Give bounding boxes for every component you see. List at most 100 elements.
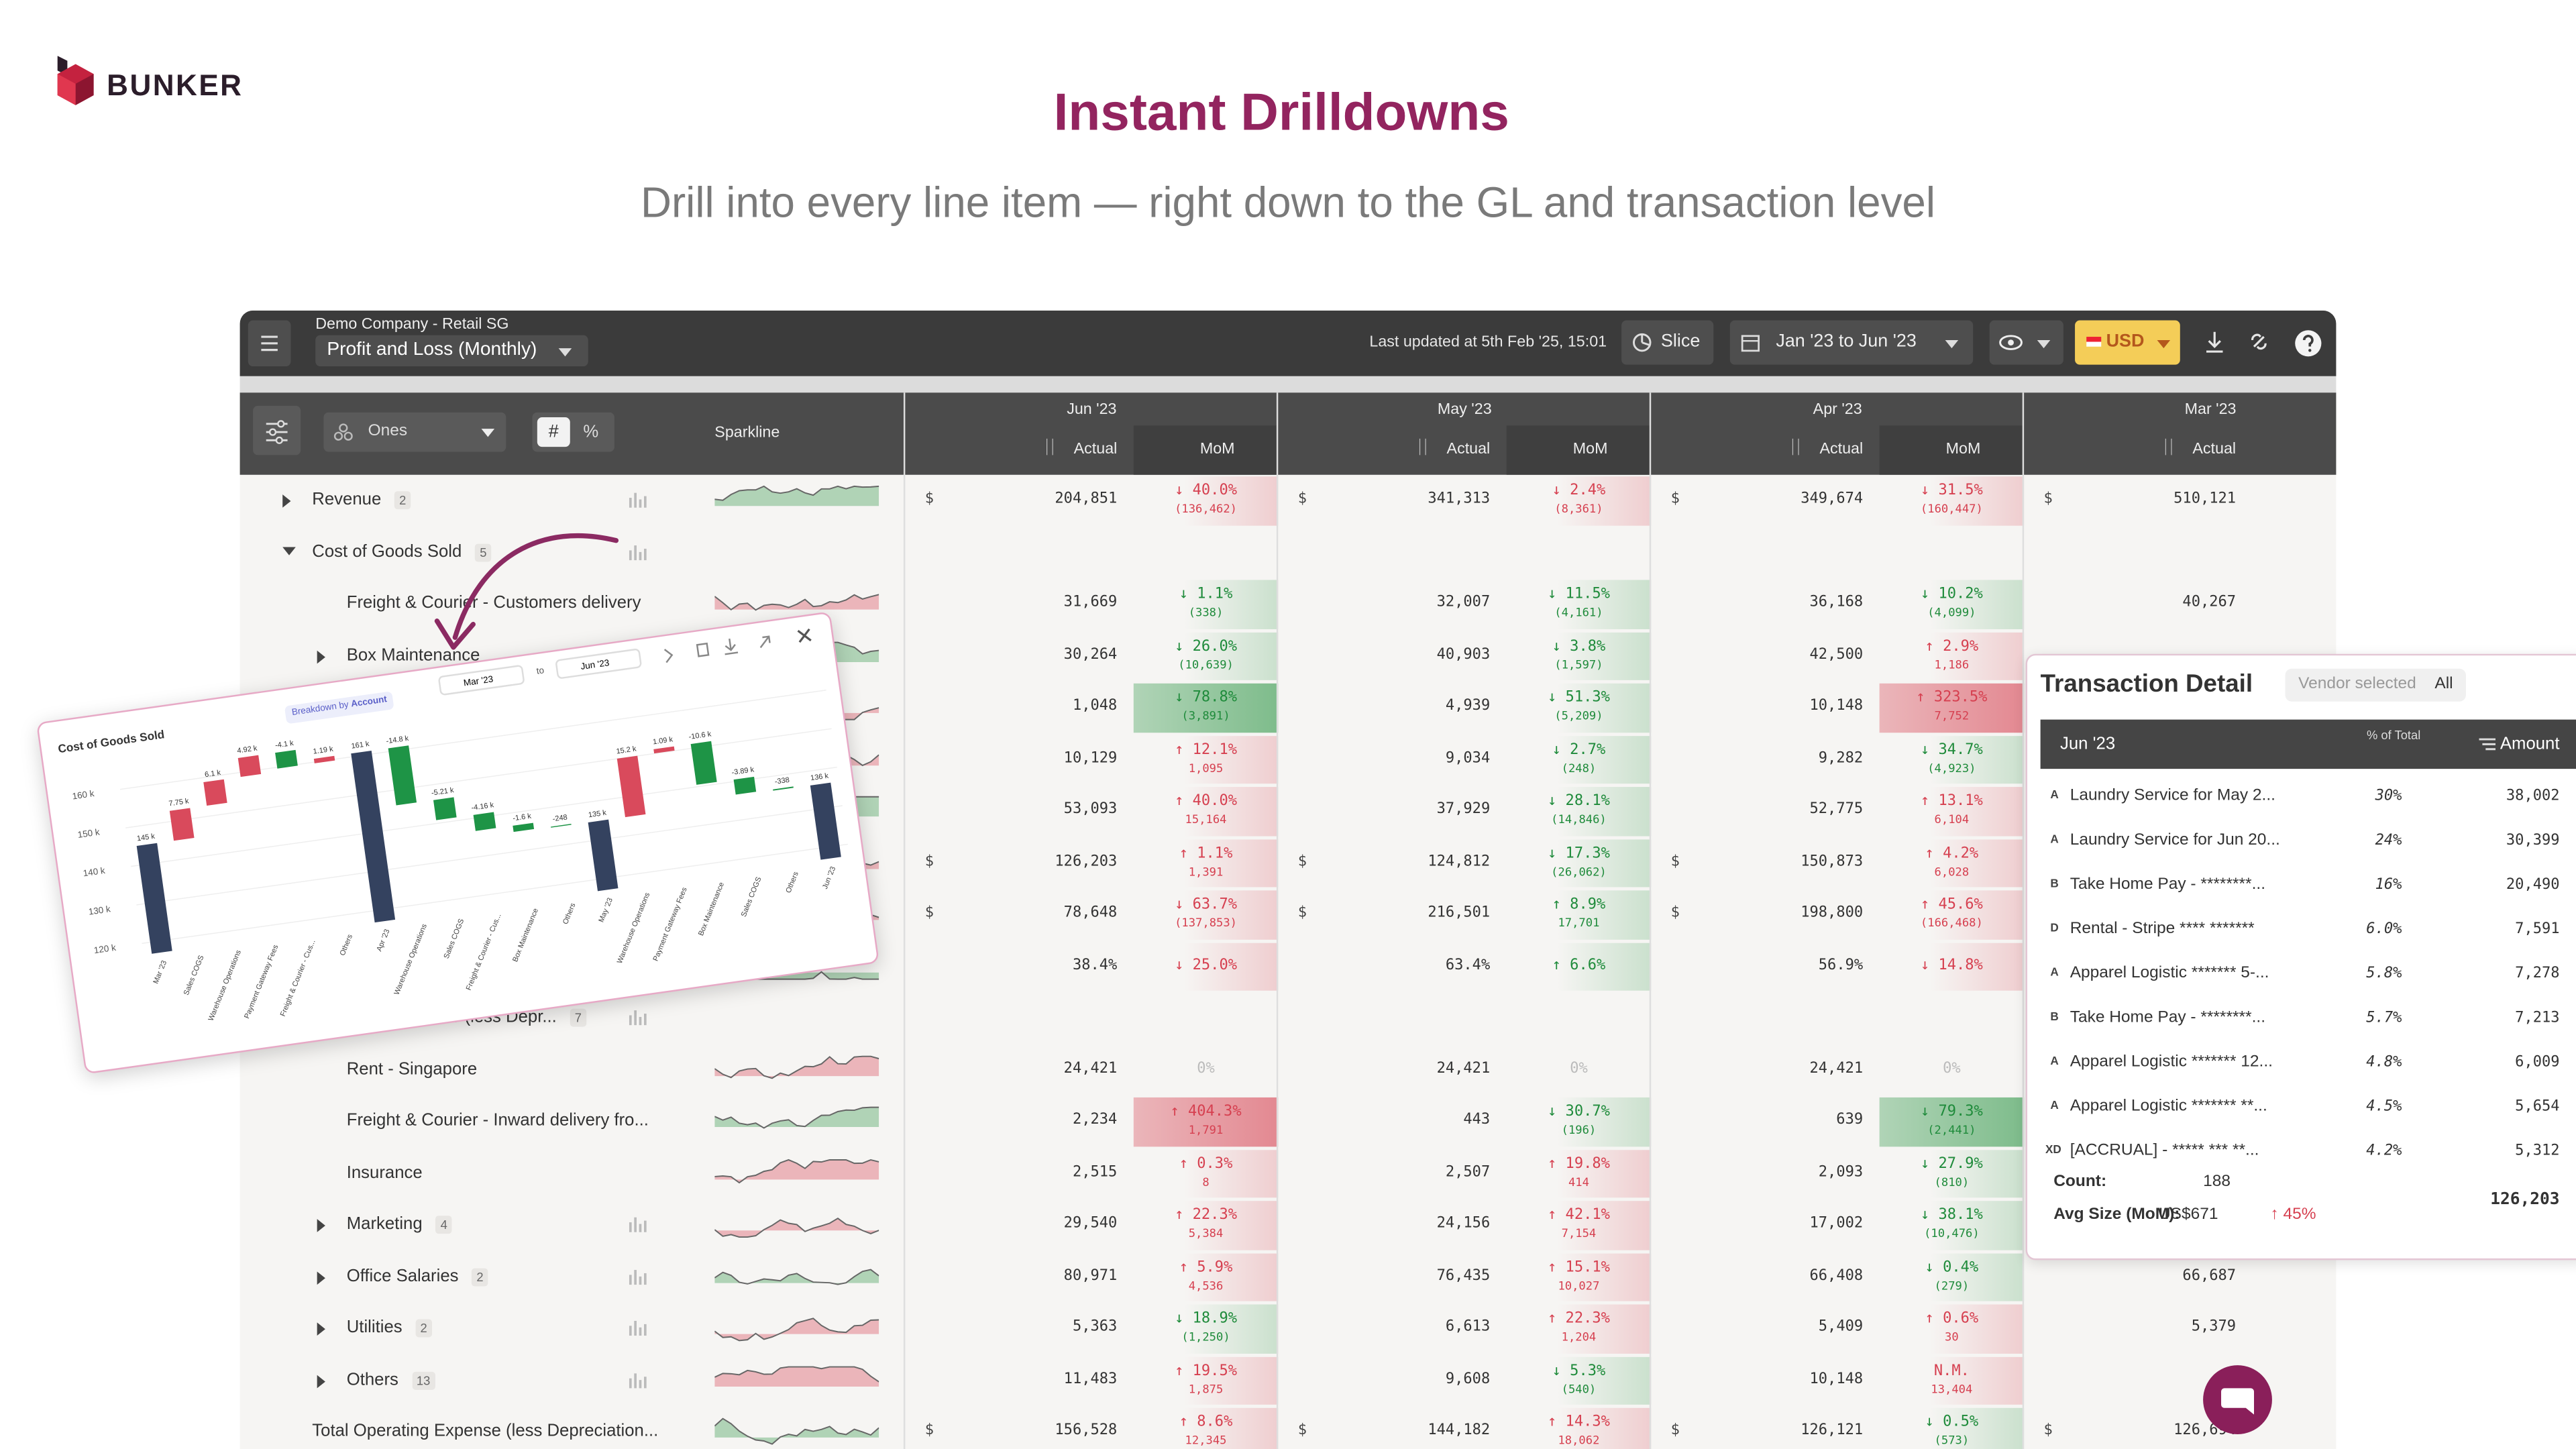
row-label[interactable]: Total Operating Expense (less Depreciati…: [312, 1421, 658, 1440]
transaction-row[interactable]: B Take Home Pay - ********... 16% 20,490: [2041, 864, 2576, 908]
row-label[interactable]: Freight & Courier - Inward delivery fro.…: [347, 1111, 649, 1130]
row-label[interactable]: Revenue 2: [312, 490, 411, 510]
actual-value: 2,515: [1072, 1164, 1118, 1181]
vendor-filter[interactable]: Vendor selected All: [2285, 668, 2466, 702]
mom-delta: (160,447): [1920, 502, 1983, 516]
row-label[interactable]: Utilities 2: [346, 1318, 433, 1338]
transaction-name: Apparel Logistic ******* 5-...: [2070, 964, 2269, 983]
mom-header[interactable]: MoM: [1945, 440, 1981, 459]
mom-cell: ↓ 10.2% (4,099): [1879, 580, 2025, 629]
report-selector[interactable]: Profit and Loss (Monthly): [315, 335, 588, 367]
sparkline: [714, 1217, 879, 1238]
mom-cell: ↑ 19.5% 1,875: [1133, 1356, 1279, 1405]
actual-header[interactable]: Actual: [1819, 440, 1864, 459]
chart-icon[interactable]: [628, 1369, 649, 1389]
mom-delta: 1,095: [1188, 761, 1224, 775]
mom-delta: 15,164: [1185, 813, 1227, 826]
dropdown-caret: [481, 429, 495, 437]
caret[interactable]: [317, 1271, 325, 1284]
units-selector[interactable]: Ones: [323, 412, 506, 452]
row-label[interactable]: Cost of Goods Sold 5: [312, 541, 492, 561]
transaction-row[interactable]: D Rental - Stripe **** ******* 6.0% 7,591: [2041, 908, 2576, 953]
chart-icon[interactable]: [628, 490, 649, 509]
mom-delta: (10,639): [1178, 657, 1234, 672]
sort-icon[interactable]: [2477, 736, 2497, 752]
mom-cell: ↑ 323.5% 7,752: [1879, 683, 2025, 733]
transaction-row[interactable]: XD [ACCRUAL] - ***** *** **... 4.2% 5,312: [2041, 1130, 2576, 1175]
x-tick-label: Jun '23: [821, 865, 837, 890]
row-name: Utilities: [346, 1318, 402, 1338]
caret[interactable]: [282, 494, 291, 508]
number-toggle[interactable]: #: [537, 417, 570, 447]
transaction-row[interactable]: A Apparel Logistic ******* **... 4.5% 5,654: [2041, 1086, 2576, 1130]
menu-button[interactable]: [248, 320, 291, 367]
chart-icon[interactable]: [628, 1266, 649, 1285]
transaction-row[interactable]: A Laundry Service for May 2... 30% 38,002: [2041, 775, 2576, 820]
value-label: 136 k: [810, 772, 829, 783]
mom-value: ↑ 8.6%: [1179, 1414, 1233, 1432]
row-label[interactable]: Freight & Courier - Customers delivery: [347, 593, 641, 612]
value-label: -338: [774, 776, 790, 786]
report-name: Profit and Loss (Monthly): [327, 339, 537, 360]
row-label[interactable]: Box Maintenance: [347, 645, 480, 664]
actual-value: 29,540: [1063, 1216, 1118, 1232]
mom-delta: 18,062: [1558, 1434, 1600, 1448]
row-label[interactable]: Rent - Singapore: [347, 1059, 477, 1078]
transaction-row[interactable]: A Laundry Service for Jun 20... 24% 30,399: [2041, 820, 2576, 864]
transaction-row[interactable]: A Apparel Logistic ******* 5-... 5.8% 7,278: [2041, 953, 2576, 997]
mom-value: ↑ 0.3%: [1179, 1155, 1233, 1173]
chat-button[interactable]: [2202, 1364, 2274, 1436]
popup-controls[interactable]: [657, 621, 824, 670]
sort-icon[interactable]: [1419, 438, 1426, 455]
dropdown-caret: [2157, 339, 2171, 349]
sort-icon[interactable]: [1792, 438, 1799, 455]
amount-header[interactable]: Amount: [2500, 734, 2560, 755]
format-toggle[interactable]: # %: [532, 412, 614, 452]
mom-value: 0%: [1197, 1060, 1215, 1077]
pct-header[interactable]: % of Total: [2366, 727, 2421, 743]
sparkline-area: [714, 1418, 879, 1444]
caret[interactable]: [282, 546, 296, 555]
percent-toggle[interactable]: %: [583, 422, 599, 442]
value-label: 135 k: [588, 809, 607, 820]
sort-icon[interactable]: [1046, 438, 1053, 455]
chart-icon[interactable]: [628, 1214, 649, 1234]
mom-value: ↓ 2.7%: [1552, 741, 1606, 759]
caret[interactable]: [317, 1374, 325, 1388]
caret[interactable]: [317, 649, 325, 663]
grid-line: [142, 843, 848, 945]
icon-bar: [634, 544, 637, 559]
slice-button[interactable]: Slice: [1621, 320, 1714, 365]
currency: $: [1297, 853, 1307, 870]
date-range: Jan '23 to Jun '23: [1776, 331, 1917, 352]
actual-header[interactable]: Actual: [1073, 440, 1118, 459]
currency-button[interactable]: USD: [2075, 320, 2180, 365]
mom-delta: (5,209): [1554, 709, 1603, 723]
settings-button[interactable]: [253, 405, 301, 455]
toolbar-icons[interactable]: [2203, 329, 2334, 358]
chart-icon[interactable]: [628, 1318, 649, 1337]
row-name: Insurance: [346, 1162, 423, 1183]
y-tick-label: 140 k: [83, 865, 106, 878]
row-label[interactable]: Marketing 4: [347, 1214, 453, 1234]
transaction-pct: 16%: [2375, 877, 2402, 894]
view-button[interactable]: [1989, 320, 2063, 365]
chart-icon[interactable]: [628, 541, 649, 561]
date-range-button[interactable]: Jan '23 to Jun '23: [1729, 320, 1974, 365]
transaction-row[interactable]: B Take Home Pay - ********... 5.7% 7,213: [2041, 998, 2576, 1042]
transaction-row[interactable]: A Apparel Logistic ******* 12... 4.8% 6,009: [2041, 1042, 2576, 1086]
sort-icon[interactable]: [2165, 438, 2172, 455]
actual-header[interactable]: Actual: [1446, 440, 1491, 459]
row-label[interactable]: Insurance: [347, 1163, 423, 1182]
sparkline: [714, 1055, 879, 1079]
mom-header[interactable]: MoM: [1199, 440, 1235, 459]
chart-icon[interactable]: [628, 1007, 649, 1026]
row-label[interactable]: Office Salaries 2: [347, 1266, 488, 1286]
mom-header[interactable]: MoM: [1572, 440, 1608, 459]
actual-header[interactable]: Actual: [2192, 440, 2237, 459]
caret[interactable]: [317, 1322, 325, 1336]
row-label[interactable]: Others 13: [347, 1369, 435, 1389]
header-divider: [903, 392, 906, 1449]
caret[interactable]: [317, 1219, 325, 1232]
value-label: -4.1 k: [274, 739, 294, 750]
